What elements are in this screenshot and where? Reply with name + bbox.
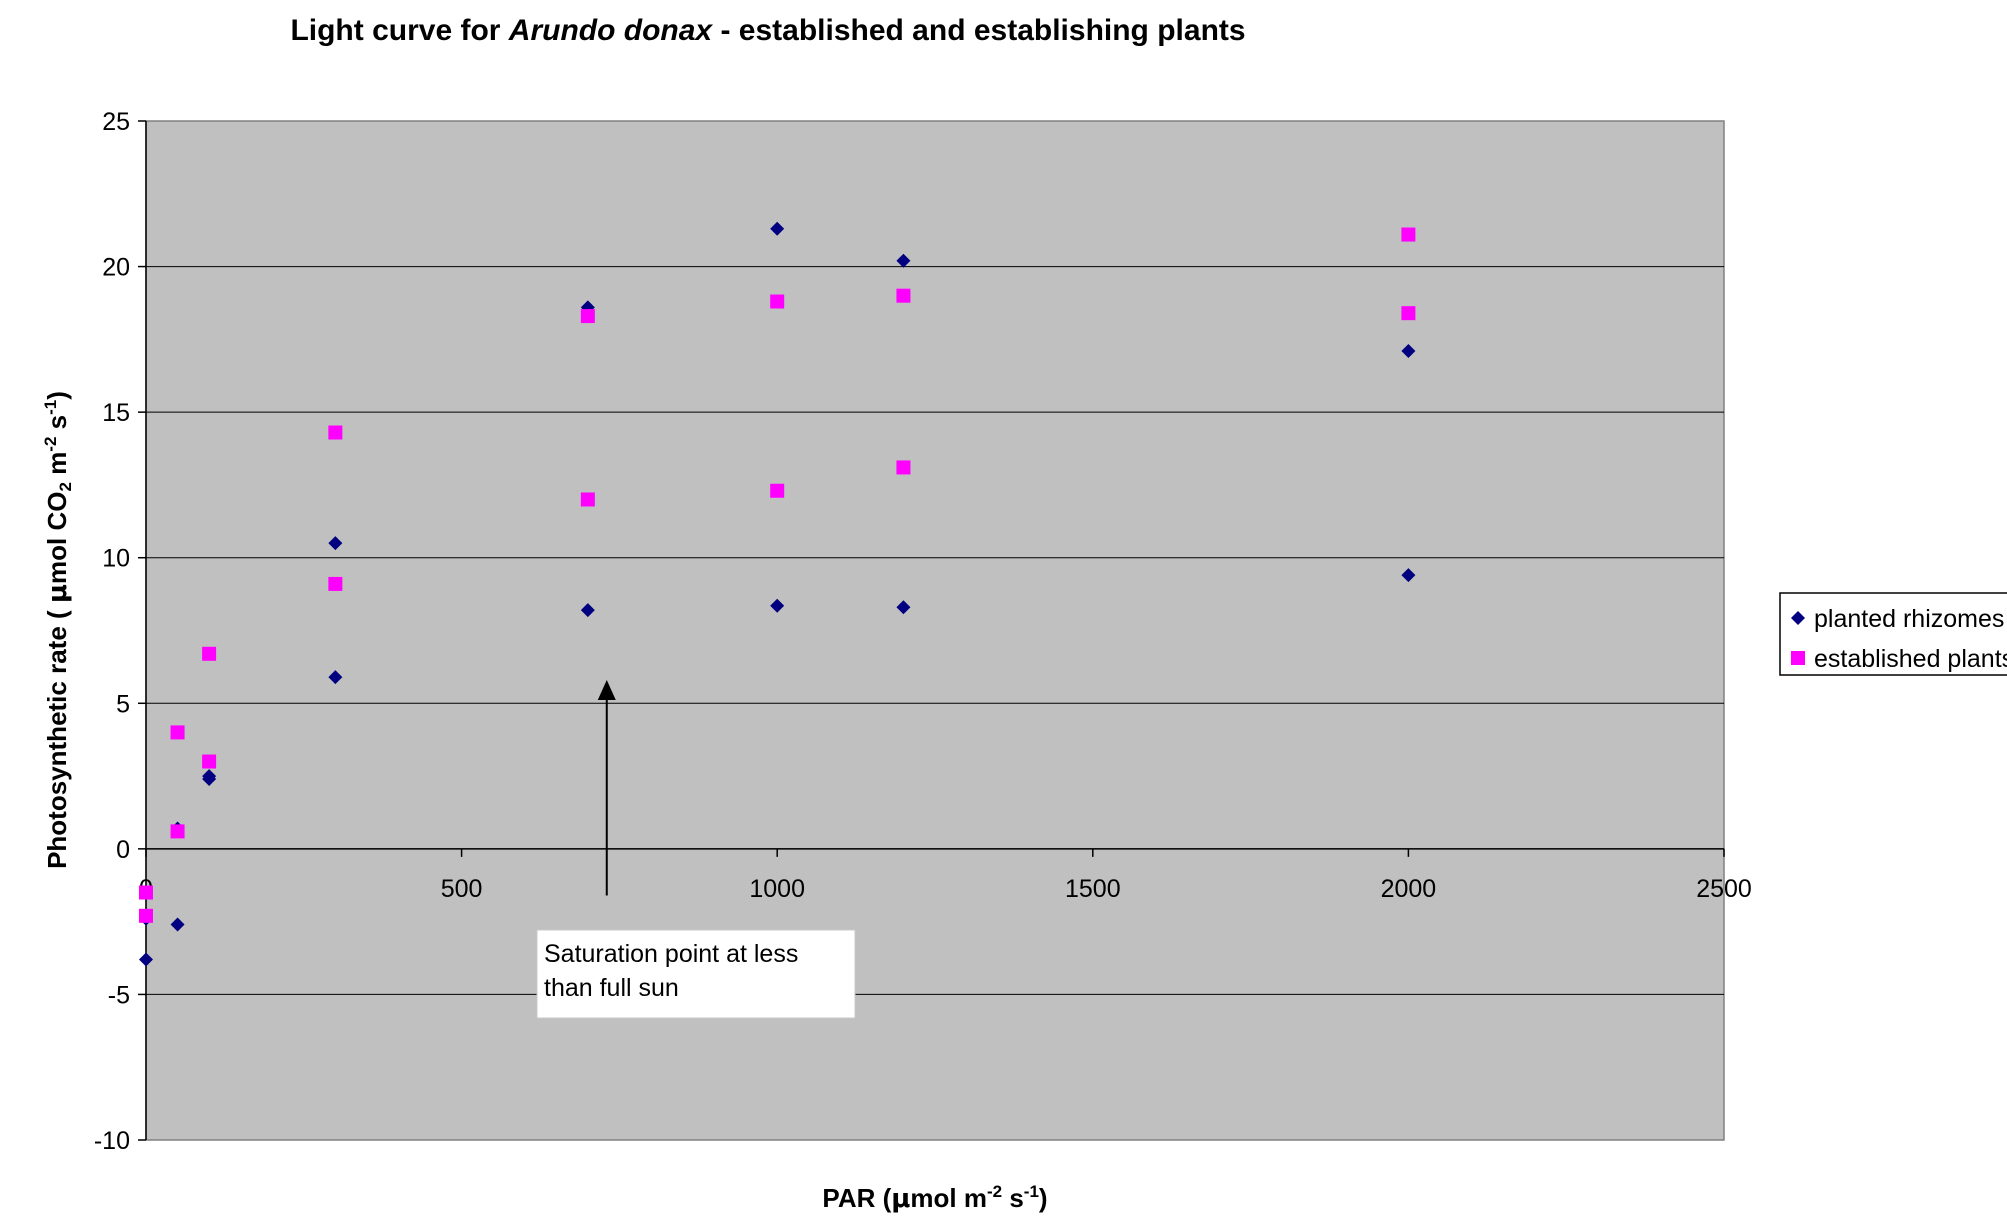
y-label-prefix: Photosynthetic rate (	[42, 603, 72, 869]
y-label-mid2: m	[42, 452, 72, 482]
point-planted-rhizomes	[1401, 344, 1416, 359]
point-planted-rhizomes	[896, 253, 911, 268]
y-tick-label: -10	[94, 1127, 130, 1155]
y-tick-labels: -10 -5 0 5 10 15 20 25	[94, 108, 130, 1155]
axes	[138, 120, 1725, 1141]
x-label-end: )	[1039, 1183, 1048, 1213]
legend-marker-planted-rhizomes	[1791, 611, 1805, 625]
y-label-mid3: s	[42, 415, 72, 437]
point-planted-rhizomes	[896, 600, 911, 615]
point-planted-rhizomes	[770, 598, 785, 613]
point-established-plants	[170, 824, 185, 839]
y-label-sup1: -2	[41, 437, 60, 452]
point-established-plants	[202, 646, 217, 661]
x-tick-labels: 05001000150020002500	[139, 875, 1752, 903]
x-label-prefix: PAR (	[822, 1183, 891, 1213]
y-tick-label: 10	[102, 545, 130, 573]
x-axis-label: PAR (μmol m-2 s-1)	[822, 1182, 1047, 1214]
point-planted-rhizomes	[1401, 568, 1416, 583]
chart-title-species: Arundo donax	[508, 14, 714, 47]
point-planted-rhizomes	[328, 536, 343, 551]
point-planted-rhizomes	[139, 952, 153, 967]
point-established-plants	[139, 908, 153, 923]
point-established-plants	[896, 460, 911, 475]
chart-title: Light curve for Arundo donax - establish…	[290, 14, 1245, 47]
point-planted-rhizomes	[170, 917, 185, 932]
annotation-text: Saturation point at less than full sun	[544, 940, 805, 1002]
y-label-sub1: 2	[56, 482, 75, 491]
y-tick-label: 15	[102, 399, 130, 427]
x-label-mid2: s	[1002, 1183, 1024, 1213]
legend: planted rhizomes established plants	[1779, 592, 2007, 676]
point-established-plants	[1401, 227, 1416, 242]
legend-box	[1779, 592, 2007, 676]
y-label-mid1: mol CO	[42, 492, 72, 584]
x-tick-label: 2500	[1696, 875, 1752, 903]
chart-title-prefix: Light curve for	[290, 14, 508, 47]
annotation-arrow-head	[597, 679, 616, 700]
y-tick-label: 5	[116, 690, 130, 718]
point-established-plants	[202, 754, 217, 769]
y-tick-label: 0	[116, 836, 130, 864]
point-planted-rhizomes	[770, 221, 785, 236]
point-planted-rhizomes	[328, 670, 343, 685]
data-points	[139, 221, 1416, 967]
point-established-plants	[328, 425, 343, 440]
y-tick-label: 20	[102, 254, 130, 282]
point-established-plants	[770, 294, 785, 309]
x-label-sup2: -1	[1024, 1182, 1039, 1201]
x-tick-label: 1000	[749, 875, 805, 903]
y-axis-label: Photosynthetic rate ( μmol CO2 m-2 s-1)	[41, 391, 75, 869]
y-tick-label: 25	[102, 108, 130, 136]
x-label-sup1: -2	[987, 1182, 1002, 1201]
chart-title-suffix: - established and establishing plants	[712, 14, 1245, 47]
annotation-line-2: than full sun	[544, 974, 679, 1002]
x-label-mid1: mol m	[910, 1183, 987, 1213]
point-established-plants	[580, 309, 595, 324]
x-label-mu: μ	[891, 1184, 910, 1214]
point-established-plants	[328, 576, 343, 591]
legend-marker-established-plants	[1791, 651, 1805, 665]
x-tick-label: 500	[441, 875, 483, 903]
legend-label-established-plants: established plants	[1814, 645, 2007, 673]
point-planted-rhizomes	[202, 769, 217, 784]
y-label-sup2: -1	[41, 400, 60, 415]
plot-area	[145, 120, 1725, 1141]
point-established-plants	[896, 288, 911, 303]
annotation-box	[536, 929, 856, 1019]
point-planted-rhizomes	[580, 603, 595, 618]
point-established-plants	[580, 492, 595, 507]
point-established-plants	[170, 725, 185, 740]
point-established-plants	[1401, 306, 1416, 321]
legend-label-planted-rhizomes: planted rhizomes	[1814, 605, 2004, 633]
point-established-plants	[770, 483, 785, 498]
y-tick-label: -5	[108, 981, 130, 1009]
y-label-end: )	[42, 391, 72, 400]
annotation-line-1: Saturation point at less	[544, 940, 798, 968]
annotation: Saturation point at less than full sun	[536, 679, 856, 1019]
point-established-plants	[139, 885, 153, 900]
y-label-mu: μ	[43, 584, 73, 603]
x-tick-label: 2000	[1381, 875, 1437, 903]
x-tick-label: 1500	[1065, 875, 1121, 903]
